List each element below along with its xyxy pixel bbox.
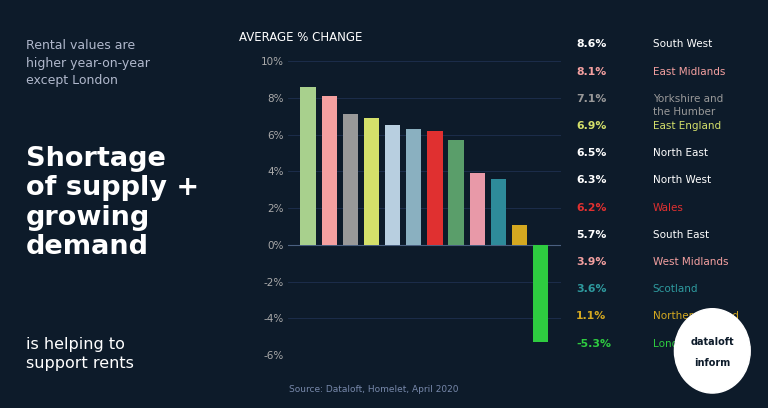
Text: 6.2%: 6.2%: [576, 203, 607, 213]
Bar: [512, 224, 527, 245]
Text: 1.1%: 1.1%: [576, 311, 606, 322]
Text: is helping to
support rents: is helping to support rents: [26, 337, 134, 371]
Text: West Midlands: West Midlands: [653, 257, 728, 267]
Text: Yorkshire and: Yorkshire and: [653, 94, 723, 104]
Text: the Humber: the Humber: [653, 107, 715, 117]
Text: Wales: Wales: [653, 203, 684, 213]
Bar: [343, 115, 358, 245]
Text: South East: South East: [653, 230, 709, 240]
Text: London: London: [653, 339, 691, 348]
Text: Scotland: Scotland: [653, 284, 698, 294]
Bar: [449, 140, 464, 245]
Bar: [364, 118, 379, 245]
Text: 3.9%: 3.9%: [576, 257, 607, 267]
Text: South West: South West: [653, 39, 712, 49]
Text: -5.3%: -5.3%: [576, 339, 611, 348]
Text: Rental values are
higher year-on-year
except London: Rental values are higher year-on-year ex…: [26, 39, 150, 87]
Text: Shortage
of supply +
growing
demand: Shortage of supply + growing demand: [26, 146, 199, 260]
Text: dataloft: dataloft: [690, 337, 734, 347]
Bar: [491, 179, 506, 245]
Text: 6.5%: 6.5%: [576, 148, 607, 158]
Bar: [469, 173, 485, 245]
Text: 6.3%: 6.3%: [576, 175, 607, 185]
Text: North East: North East: [653, 148, 708, 158]
Bar: [406, 129, 422, 245]
Circle shape: [674, 309, 750, 393]
Bar: [533, 245, 548, 342]
Text: 6.9%: 6.9%: [576, 121, 607, 131]
Text: AVERAGE % CHANGE: AVERAGE % CHANGE: [239, 31, 362, 44]
Text: East Midlands: East Midlands: [653, 67, 725, 77]
Bar: [427, 131, 442, 245]
Text: 8.6%: 8.6%: [576, 39, 607, 49]
Text: North West: North West: [653, 175, 711, 185]
Text: 5.7%: 5.7%: [576, 230, 607, 240]
Text: Northern Ireland: Northern Ireland: [653, 311, 739, 322]
Bar: [300, 87, 316, 245]
Text: 3.6%: 3.6%: [576, 284, 607, 294]
Bar: [385, 126, 400, 245]
Text: 8.1%: 8.1%: [576, 67, 606, 77]
Text: 7.1%: 7.1%: [576, 94, 607, 104]
Text: East England: East England: [653, 121, 721, 131]
Text: inform: inform: [694, 359, 730, 368]
Text: Source: Dataloft, Homelet, April 2020: Source: Dataloft, Homelet, April 2020: [289, 385, 458, 394]
Bar: [322, 96, 336, 245]
